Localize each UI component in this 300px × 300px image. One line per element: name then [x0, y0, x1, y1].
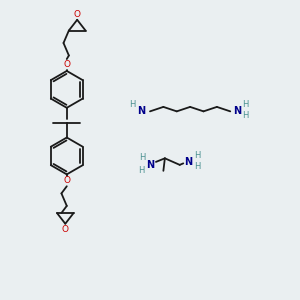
- Text: O: O: [74, 10, 81, 19]
- Text: H: H: [242, 100, 248, 109]
- Text: H: H: [139, 166, 145, 175]
- Text: H: H: [194, 162, 200, 171]
- Text: H: H: [194, 151, 200, 160]
- Text: H: H: [130, 100, 136, 109]
- Text: H: H: [140, 153, 146, 162]
- Text: H: H: [242, 111, 248, 120]
- Text: N: N: [233, 106, 241, 116]
- Text: O: O: [63, 176, 70, 185]
- Text: O: O: [62, 225, 69, 234]
- Text: N: N: [146, 160, 154, 170]
- Text: N: N: [137, 106, 145, 116]
- Text: O: O: [63, 60, 70, 69]
- Text: N: N: [184, 157, 193, 167]
